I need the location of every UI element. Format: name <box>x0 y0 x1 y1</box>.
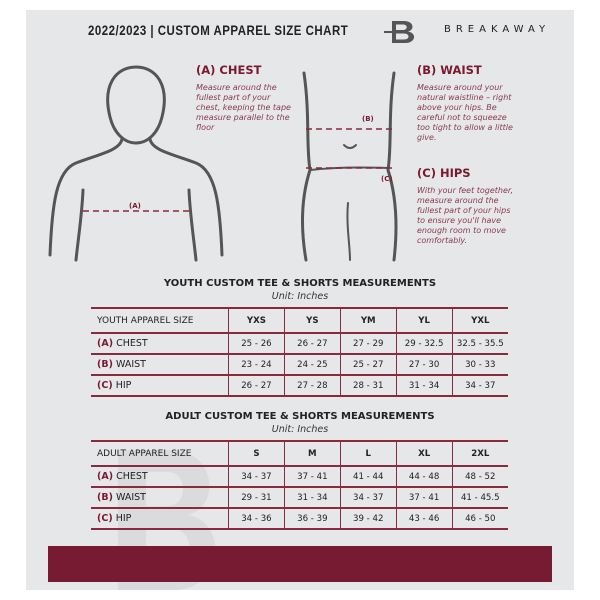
measurement-value: 41 - 45.5 <box>451 486 508 509</box>
adult-unit: Unit: Inches <box>271 424 329 435</box>
body-illustration: (A) (B) (C) <box>48 65 398 262</box>
size-header: ADULT APPAREL SIZE <box>91 440 229 467</box>
measurement-name: WAIST <box>115 492 146 503</box>
page-title: 2022/2023 | CUSTOM APPAREL SIZE CHART <box>88 22 349 38</box>
measurement-value: 31 - 34 <box>283 486 341 509</box>
measurement-value: 27 - 28 <box>283 374 341 397</box>
size-column-header: S <box>228 440 285 467</box>
waist-heading: (B) WAIST <box>417 63 482 77</box>
measurement-value: 26 - 27 <box>228 374 285 397</box>
size-column-header: M <box>283 440 341 467</box>
hips-description: With your feet together, measure around … <box>417 186 514 245</box>
measurement-value: 34 - 36 <box>228 507 285 530</box>
measurement-value: 48 - 52 <box>451 465 508 488</box>
measurement-name: CHEST <box>116 338 148 349</box>
measurement-name: HIP <box>115 513 132 524</box>
measurement-value: 32.5 - 35.5 <box>451 332 508 355</box>
measurement-value: 46 - 50 <box>451 507 508 530</box>
measurement-value: 26 - 27 <box>283 332 341 355</box>
size-header: YOUTH APPAREL SIZE <box>91 307 229 334</box>
measurement-name: HIP <box>115 380 132 391</box>
table-row: (C) HIP 34 - 36 36 - 39 39 - 42 43 - 46 46 - … <box>91 507 508 530</box>
size-column-header: L <box>339 440 397 467</box>
measurement-value: 34 - 37 <box>228 465 285 488</box>
measurement-value: 28 - 31 <box>339 374 397 397</box>
measurement-value: 25 - 27 <box>339 353 397 376</box>
size-column-header: YXL <box>451 307 508 334</box>
chest-description: Measure around the fullest part of your … <box>196 83 291 132</box>
adult-size-table: ADULT APPAREL SIZE S M L XL 2XL (A) CHEST 34 - … <box>91 440 508 530</box>
table-row: (B) WAIST 23 - 24 24 - 25 25 - 27 27 - 30 30 … <box>91 353 508 376</box>
youth-unit: Unit: Inches <box>271 291 329 302</box>
table-row: (A) CHEST 34 - 37 37 - 41 41 - 44 44 - 48 48 … <box>91 465 508 488</box>
chest-heading: (A) CHEST <box>196 63 262 77</box>
table-row: (A) CHEST 25 - 26 26 - 27 27 - 29 29 - 32.5 3… <box>91 332 508 355</box>
waist-description: Measure around your natural waistline – … <box>417 83 513 142</box>
marker-c: (C) <box>381 175 393 183</box>
measurement-key: (B) <box>97 492 113 503</box>
measurement-label: (B) WAIST <box>91 353 229 376</box>
measurement-value: 34 - 37 <box>339 486 397 509</box>
marker-a: (A) <box>129 202 141 210</box>
measurement-label: (A) CHEST <box>91 465 229 488</box>
measurement-value: 41 - 44 <box>339 465 397 488</box>
measurement-label: (A) CHEST <box>91 332 229 355</box>
measurement-value: 30 - 33 <box>451 353 508 376</box>
youth-table-title: YOUTH CUSTOM TEE & SHORTS MEASUREMENTS <box>163 278 437 289</box>
size-column-header: YL <box>395 307 453 334</box>
measurement-value: 29 - 31 <box>228 486 285 509</box>
adult-table-title: ADULT CUSTOM TEE & SHORTS MEASUREMENTS <box>165 411 435 422</box>
measurement-value: 39 - 42 <box>339 507 397 530</box>
measurement-key: (B) <box>97 359 113 370</box>
size-column-header: XL <box>395 440 453 467</box>
measurement-name: CHEST <box>116 471 148 482</box>
measurement-value: 31 - 34 <box>395 374 453 397</box>
measurement-label: (B) WAIST <box>91 486 229 509</box>
measurement-value: 34 - 37 <box>451 374 508 397</box>
measurement-label: (C) HIP <box>91 374 229 397</box>
measurement-value: 24 - 25 <box>283 353 341 376</box>
measurement-value: 36 - 39 <box>283 507 341 530</box>
footer-band <box>48 546 552 582</box>
measurement-value: 27 - 30 <box>395 353 453 376</box>
measurement-value: 27 - 29 <box>339 332 397 355</box>
measurement-value: 44 - 48 <box>395 465 453 488</box>
size-column-header: YS <box>283 307 341 334</box>
size-column-header: YXS <box>228 307 285 334</box>
hips-heading: (C) HIPS <box>417 166 471 180</box>
measurement-label: (C) HIP <box>91 507 229 530</box>
measurement-value: 23 - 24 <box>228 353 285 376</box>
size-chart-panel: 2022/2023 | CUSTOM APPAREL SIZE CHART BR… <box>26 10 574 590</box>
size-column-header: YM <box>339 307 397 334</box>
table-row: (B) WAIST 29 - 31 31 - 34 34 - 37 37 - 41 41 … <box>91 486 508 509</box>
measurement-key: (A) <box>97 338 114 349</box>
measurement-value: 25 - 26 <box>228 332 285 355</box>
youth-size-table: YOUTH APPAREL SIZE YXS YS YM YL YXL (A) CHEST 2… <box>91 307 508 397</box>
table-row: (C) HIP 26 - 27 27 - 28 28 - 31 31 - 34 34 - … <box>91 374 508 397</box>
measurement-key: (A) <box>97 471 114 482</box>
brand-name: BREAKAWAY <box>444 24 551 35</box>
measurement-value: 43 - 46 <box>395 507 453 530</box>
measurement-value: 37 - 41 <box>283 465 341 488</box>
breakaway-logo-icon <box>384 21 415 43</box>
measurement-key: (C) <box>97 513 113 524</box>
measurement-value: 37 - 41 <box>395 486 453 509</box>
table-header-row: ADULT APPAREL SIZE S M L XL 2XL <box>91 440 508 467</box>
table-header-row: YOUTH APPAREL SIZE YXS YS YM YL YXL <box>91 307 508 334</box>
measurement-value: 29 - 32.5 <box>395 332 453 355</box>
measurement-key: (C) <box>97 380 113 391</box>
measurement-name: WAIST <box>115 359 146 370</box>
marker-b: (B) <box>362 115 374 123</box>
size-column-header: 2XL <box>451 440 508 467</box>
